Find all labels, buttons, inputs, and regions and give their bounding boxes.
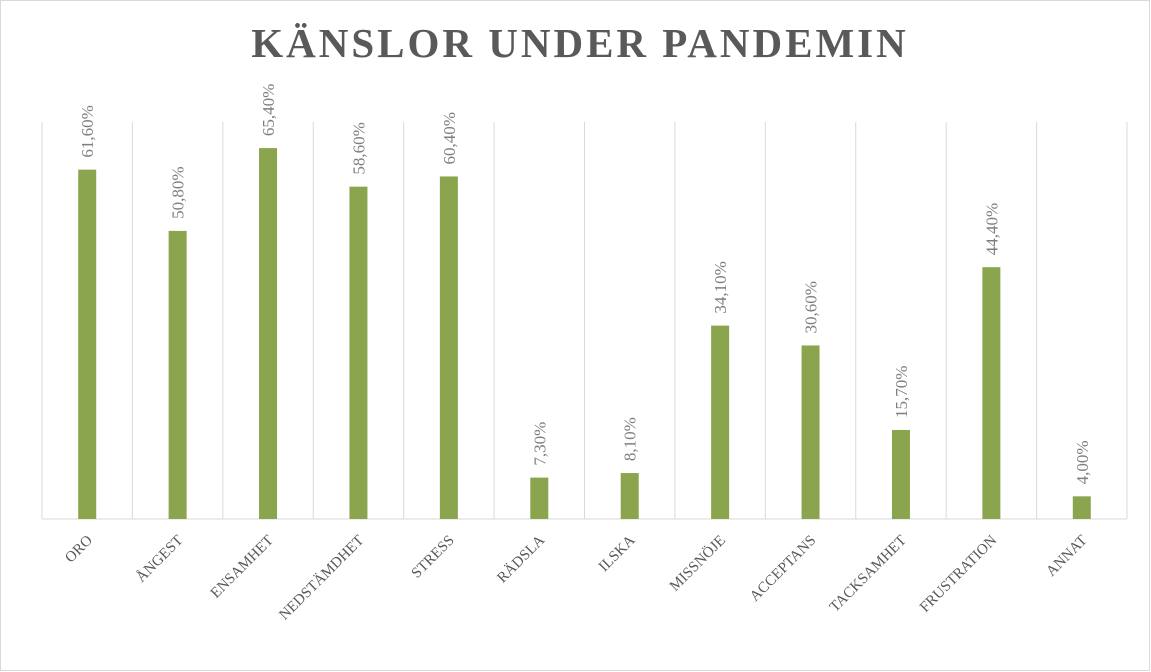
value-label: 65,40% [259,84,278,136]
bar [259,148,278,520]
bar [168,230,187,520]
bar [349,186,368,519]
bar [1072,496,1091,519]
value-label: 8,10% [621,417,640,461]
value-label: 30,60% [802,281,821,333]
bar [982,267,1001,519]
value-label: 4,00% [1073,440,1092,484]
bar [439,176,458,519]
bar [711,325,730,519]
chart-title: KÄNSLOR UNDER PANDEMIN [251,20,908,66]
value-label: 50,80% [169,166,188,218]
bar [530,477,549,519]
value-label: 60,40% [440,112,459,164]
bar [801,345,820,519]
value-label: 7,30% [530,422,549,466]
bar [891,429,910,519]
value-label: 34,10% [711,261,730,313]
value-label: 61,60% [78,105,97,157]
bar [620,473,639,519]
value-label: 58,60% [349,122,368,174]
value-label: 44,40% [982,203,1001,255]
bar [78,169,97,519]
value-label: 15,70% [892,366,911,418]
